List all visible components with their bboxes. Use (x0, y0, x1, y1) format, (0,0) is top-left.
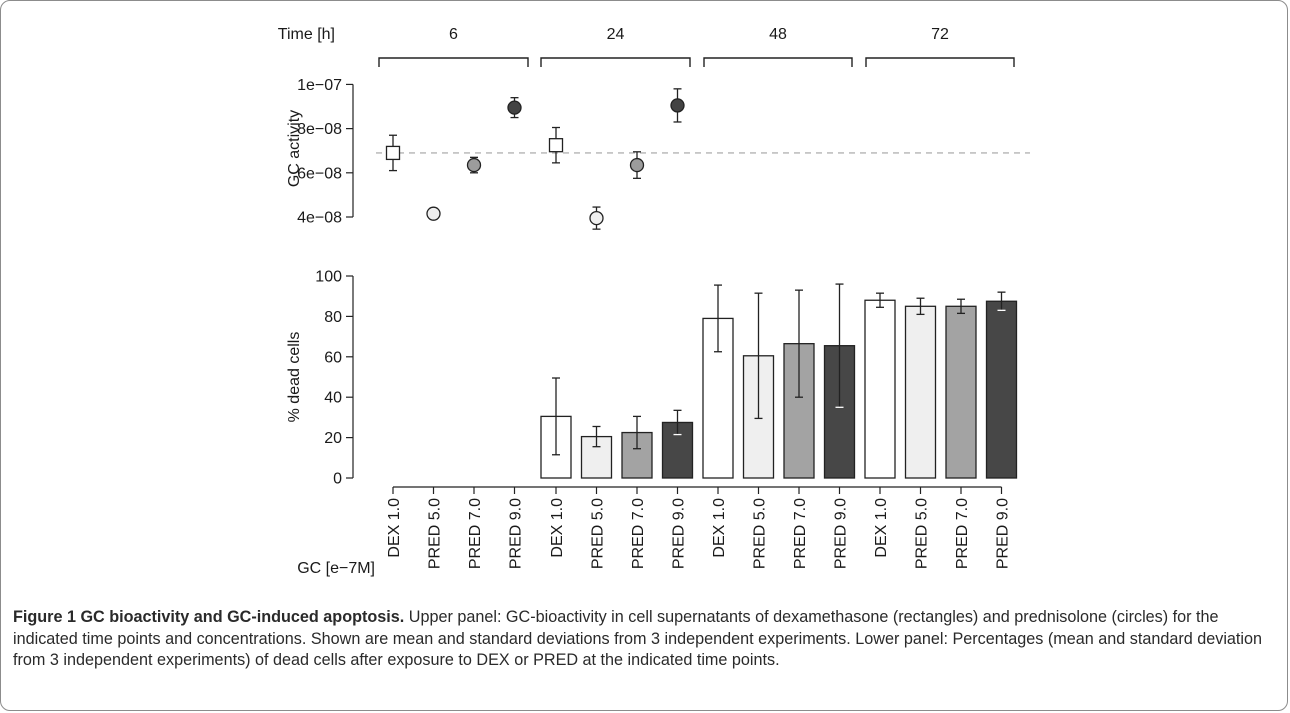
caption-title: Figure 1 GC bioactivity and GC-induced a… (13, 608, 405, 626)
time-group-label: 72 (931, 26, 949, 43)
time-bracket (865, 57, 1015, 67)
data-point-circle (629, 157, 645, 173)
x-category-label: PRED 9.0 (671, 498, 688, 569)
lower-y-tick-label: 20 (324, 430, 342, 447)
x-category-label: PRED 9.0 (833, 498, 850, 569)
time-header-label: Time [h] (278, 26, 335, 43)
x-category-label: DEX 1.0 (549, 498, 566, 558)
data-point-square (385, 145, 401, 161)
x-category-label: DEX 1.0 (873, 498, 890, 558)
x-category-label: PRED 7.0 (630, 498, 647, 569)
figure-caption: Figure 1 GC bioactivity and GC-induced a… (13, 607, 1268, 672)
bar (864, 299, 896, 479)
time-bracket (703, 57, 853, 67)
bar (945, 305, 977, 479)
lower-y-tick-label: 0 (333, 471, 342, 488)
time-bracket (540, 57, 691, 67)
x-category-label: DEX 1.0 (386, 498, 403, 558)
bar (985, 300, 1018, 479)
lower-y-tick-label: 80 (324, 309, 342, 326)
bar (904, 305, 937, 479)
lower-y-tick-label: 40 (324, 390, 342, 407)
upper-y-tick-label: 1e−07 (297, 77, 342, 94)
caption-text: Upper panel: GC-bioactivity in cell supe… (13, 608, 1263, 670)
time-group-label: 24 (607, 26, 625, 43)
data-point-square (548, 138, 564, 153)
time-group-label: 6 (449, 26, 458, 43)
x-category-label: PRED 5.0 (590, 498, 607, 569)
bar (621, 431, 653, 479)
lower-y-tick-label: 60 (324, 349, 342, 366)
upper-y-tick-label: 8e−08 (297, 121, 342, 138)
upper-y-tick-label: 6e−08 (297, 165, 342, 182)
upper-y-axis-title: GC activity (286, 110, 303, 187)
lower-y-axis-title: % dead cells (286, 332, 303, 423)
bar (783, 343, 815, 479)
data-point-circle (466, 157, 482, 173)
upper-y-tick-label: 4e−08 (297, 210, 342, 227)
x-category-label: PRED 9.0 (508, 498, 525, 569)
x-category-label: PRED 7.0 (467, 498, 484, 569)
x-category-label: PRED 5.0 (914, 498, 931, 569)
time-bracket (378, 57, 529, 67)
data-point-circle (670, 98, 685, 113)
x-category-label: PRED 7.0 (792, 498, 809, 569)
lower-y-tick-label: 100 (315, 269, 342, 286)
x-category-label: DEX 1.0 (711, 498, 728, 558)
data-point-circle (507, 100, 522, 115)
x-category-label: PRED 5.0 (752, 498, 769, 569)
lower-x-axis-title: GC [e−7M] (297, 560, 375, 577)
x-category-label: PRED 7.0 (954, 498, 971, 569)
chart-canvas: Time [h] 6 24 48 72 4e−08 6e−08 8e−08 1e−07 GC ac… (278, 26, 1030, 577)
data-point-circle (426, 206, 441, 221)
x-category-label: PRED 9.0 (995, 498, 1012, 569)
x-category-label: PRED 5.0 (427, 498, 444, 569)
data-point-circle (589, 210, 604, 226)
time-group-label: 48 (769, 26, 787, 43)
